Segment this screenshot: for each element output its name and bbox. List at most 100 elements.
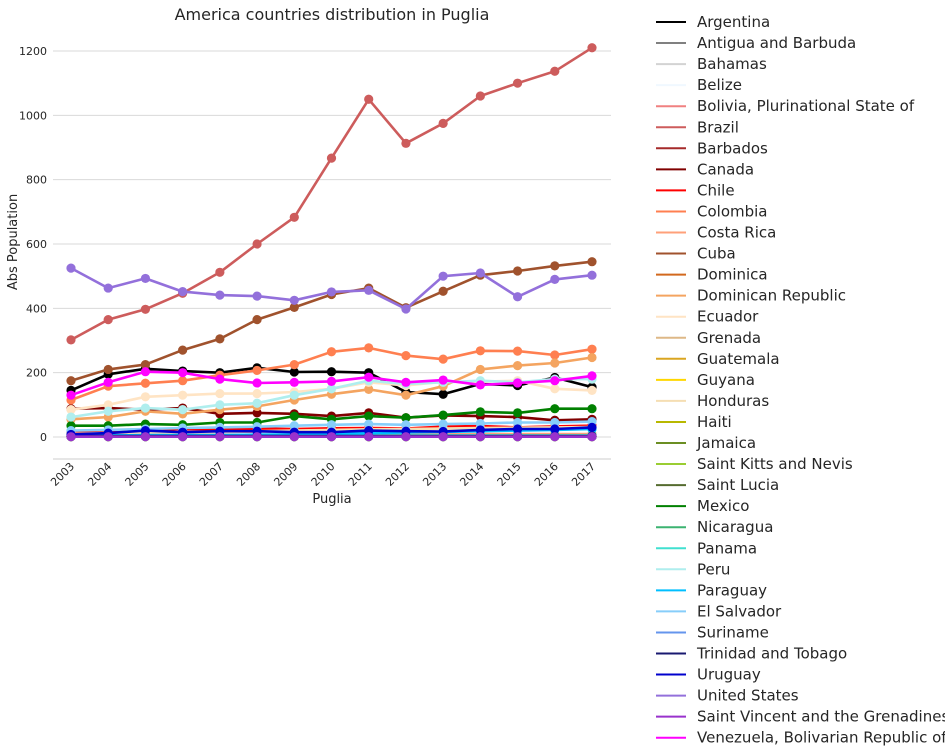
legend-item: Mexico — [656, 497, 749, 515]
legend-label: El Salvador — [697, 602, 782, 620]
data-point — [475, 418, 485, 429]
legend-item: Colombia — [656, 202, 768, 220]
legend-label: Brazil — [697, 118, 739, 136]
data-point — [401, 420, 411, 430]
data-point — [512, 346, 523, 356]
legend-item: El Salvador — [656, 602, 782, 620]
data-point — [326, 367, 337, 377]
legend-item: Antigua and Barbuda — [656, 34, 856, 52]
x-tick-label: 2013 — [420, 460, 449, 489]
data-point — [215, 400, 225, 410]
data-point — [215, 267, 225, 277]
legend-label: Saint Lucia — [697, 476, 779, 494]
data-point — [215, 290, 225, 300]
data-point — [178, 368, 188, 378]
data-point — [438, 286, 448, 296]
data-point — [140, 432, 151, 442]
legend-label: Antigua and Barbuda — [697, 34, 856, 52]
x-tick-label: 2010 — [309, 460, 338, 489]
legend-item: Paraguay — [656, 581, 767, 599]
data-point — [103, 406, 113, 416]
legend-item: Haiti — [656, 413, 732, 431]
series-lines — [66, 43, 597, 442]
data-point — [401, 351, 411, 361]
series-33 — [66, 432, 597, 442]
data-point — [326, 432, 337, 442]
legend-item: Guatemala — [656, 350, 780, 368]
data-point — [103, 364, 113, 375]
data-point — [587, 385, 597, 395]
legend-item: Argentina — [656, 13, 770, 31]
legend-item: Chile — [656, 181, 735, 199]
legend-item: Belize — [656, 76, 742, 94]
data-point — [438, 389, 448, 399]
legend-label: Venezuela, Bolivarian Republic of — [697, 729, 945, 747]
data-point — [401, 377, 411, 387]
x-tick-label: 2011 — [346, 460, 375, 489]
data-point — [550, 417, 560, 428]
data-point — [364, 94, 374, 104]
data-point — [512, 292, 523, 302]
data-point — [475, 346, 485, 356]
data-point — [252, 365, 262, 376]
legend-item: Trinidad and Tobago — [656, 645, 847, 663]
data-point — [401, 390, 411, 400]
data-point — [512, 424, 523, 434]
data-point — [326, 287, 337, 297]
data-point — [326, 420, 337, 430]
legend-item: Costa Rica — [656, 224, 776, 242]
y-tick-label: 1200 — [19, 45, 47, 58]
legend-label: Suriname — [697, 623, 769, 641]
legend-label: Bahamas — [697, 55, 767, 73]
data-point — [475, 364, 485, 375]
data-point — [364, 384, 374, 394]
legend-item: Guyana — [656, 371, 755, 389]
data-point — [550, 261, 560, 271]
data-point — [550, 384, 560, 394]
data-point — [66, 432, 76, 442]
legend-label: Panama — [697, 539, 757, 557]
data-point — [289, 360, 299, 370]
y-tick-label: 200 — [26, 367, 47, 380]
legend-label: Dominican Republic — [697, 287, 846, 305]
x-tick-label: 2008 — [234, 460, 263, 489]
data-point — [587, 432, 597, 442]
legend-label: Colombia — [697, 202, 768, 220]
series-34 — [66, 367, 597, 400]
data-point — [438, 118, 448, 128]
data-point — [66, 390, 76, 400]
legend-label: Guyana — [697, 371, 755, 389]
legend-item: Venezuela, Bolivarian Republic of — [656, 729, 945, 747]
legend-item: United States — [656, 687, 799, 705]
legend-item: Uruguay — [656, 666, 761, 684]
data-point — [66, 263, 76, 273]
data-point — [550, 350, 560, 360]
x-tick-label: 2009 — [271, 460, 300, 489]
legend-label: Cuba — [697, 245, 736, 263]
legend-item: Bolivia, Plurinational State of — [656, 97, 915, 115]
data-point — [215, 388, 225, 399]
legend-item: Jamaica — [656, 434, 756, 452]
legend-label: Peru — [697, 560, 730, 578]
data-point — [252, 291, 262, 301]
legend-label: Jamaica — [696, 434, 756, 452]
data-point — [364, 285, 374, 295]
legend-item: Peru — [656, 560, 730, 578]
y-tick-label: 800 — [26, 174, 47, 187]
data-point — [66, 335, 76, 345]
data-point — [66, 376, 76, 386]
data-point — [587, 404, 597, 414]
data-point — [587, 43, 597, 53]
series-5 — [66, 43, 597, 345]
data-point — [364, 432, 374, 442]
data-point — [550, 376, 560, 386]
data-point — [326, 376, 337, 386]
legend-item: Nicaragua — [656, 518, 773, 536]
x-tick-label: 2006 — [160, 460, 189, 489]
data-point — [66, 412, 76, 422]
legend-label: Nicaragua — [697, 518, 773, 536]
data-point — [140, 273, 151, 284]
data-point — [512, 417, 523, 428]
legend-item: Saint Lucia — [656, 476, 779, 494]
